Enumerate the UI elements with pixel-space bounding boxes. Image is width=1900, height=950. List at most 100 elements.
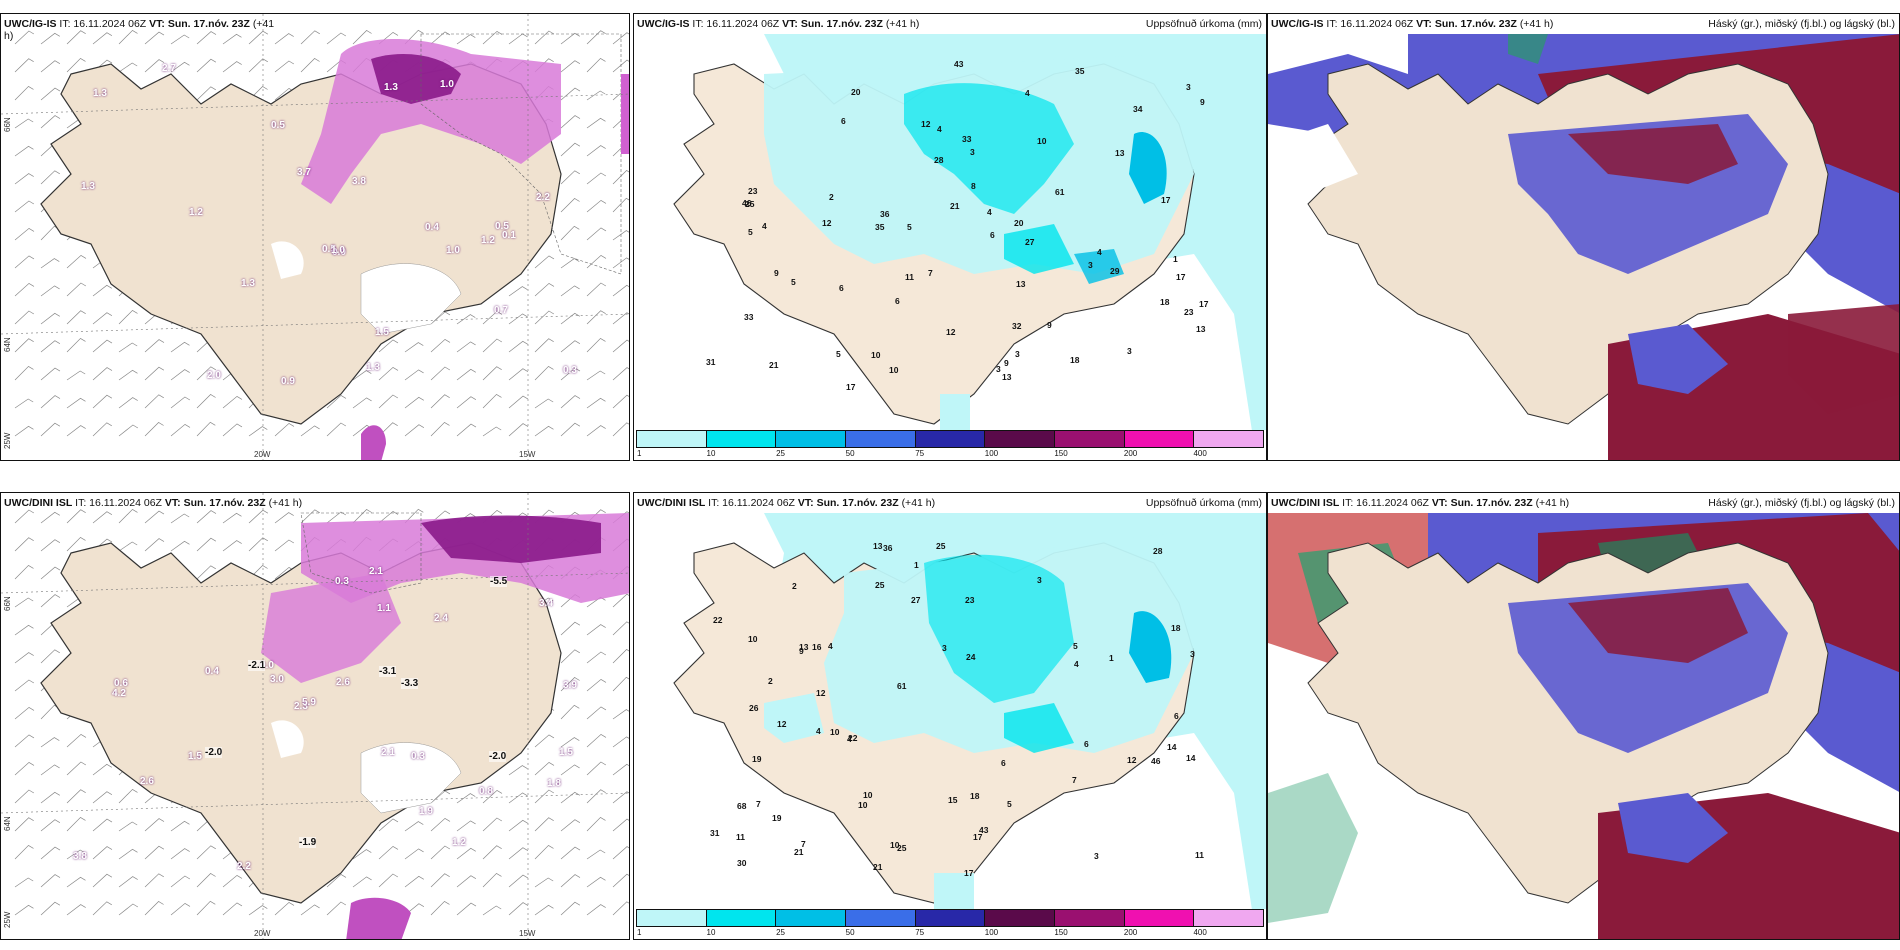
map-value-label: 2.2 [237,861,251,872]
map-value-label: -2.1 [248,660,266,671]
panel-header: UWC/DINI ISL IT: 16.11.2024 06Z VT: Sun.… [637,497,935,509]
map-value-label: 3.7 [297,167,311,178]
lead-time: (+41 h) [885,18,920,30]
map-value-label: 0.5 [271,120,285,131]
panel-header: UWC/IG-IS IT: 16.11.2024 06Z VT: Sun. 17… [1271,18,1553,30]
map-value-label: 10 [863,790,873,800]
colorbar-swatch [1124,910,1195,926]
map-value-label: 10 [748,634,758,644]
init-time: IT: 16.11.2024 06Z [692,18,780,30]
map-value-label: 0.7 [494,305,508,316]
map-value-label: 17 [1176,272,1186,282]
lon-label-15: 15W [519,450,536,459]
map-value-label: 22 [713,615,723,625]
map-value-label: 30 [737,858,747,868]
map-value-label: 19 [772,813,782,823]
map-value-label: 0.1 [502,230,516,241]
colorbar: 1 10 25 50 75 100 150 200 400 [634,430,1266,460]
init-time: IT: 16.11.2024 06Z [708,497,795,509]
map-value-label: 2 [829,192,834,202]
panel-precip-dini: UWC/DINI ISL IT: 16.11.2024 06Z VT: Sun.… [633,492,1267,940]
map-value-label: 23 [748,186,758,196]
colorbar-swatch [1194,910,1264,926]
map-value-label: 25 [897,843,907,853]
map-value-label: 31 [706,357,716,367]
map-value-label: -2.0 [205,747,223,758]
lead-time-cont: h) [4,30,14,42]
map-value-label: 1.2 [189,207,203,218]
map-value-label: 8 [971,181,976,191]
map-value-label: 18 [970,791,980,801]
map-value-label: 1.3 [93,88,107,99]
colorbar-swatch [706,910,777,926]
map-value-label: 46 [742,198,752,208]
colorbar: 1 10 25 50 75 100 150 200 400 [634,909,1266,939]
init-time: IT: 16.11.2024 06Z [1326,18,1414,30]
map-value-label: 2.1 [381,747,395,758]
map-value-label: 0.5 [495,221,509,232]
map-cloud-dini [1268,493,1899,939]
map-value-label: 14 [1167,742,1177,752]
colorbar-swatch [776,431,847,447]
panel-cloud-dini: UWC/DINI ISL IT: 16.11.2024 06Z VT: Sun.… [1267,492,1900,940]
map-value-label: 31 [710,828,720,838]
map-value-label: 1.8 [547,778,561,789]
map-value-label: 6 [1084,739,1089,749]
map-value-label: 5 [1073,641,1078,651]
map-value-label: 3 [970,147,975,157]
map-value-label: 1 [914,560,919,570]
map-value-label: 0.3 [335,576,349,587]
map-cloud-ig-is [1268,14,1899,460]
map-value-label: 4 [937,124,942,134]
valid-time-label: VT: [1431,497,1448,509]
map-value-label: 13 [1115,148,1125,158]
valid-time: Sun. 17.nóv. 23Z [1434,18,1517,30]
colorbar-swatch [637,910,707,926]
map-value-label: 2 [792,581,797,591]
map-value-label: 3.9 [563,680,577,691]
map-value-label: 5 [748,227,753,237]
map-value-label: 18 [1070,355,1080,365]
map-value-label: -3.1 [379,666,397,677]
colorbar-tick: 150 [1054,449,1068,458]
map-value-label: 7 [801,839,806,849]
colorbar-swatch [985,910,1056,926]
valid-time-label: VT: [149,18,165,30]
map-value-label: 0.4 [205,666,219,677]
map-value-label: 3 [1094,851,1099,861]
valid-time: Sun. 17.nóv. 23Z [1450,497,1533,509]
map-value-label: 43 [979,825,989,835]
map-value-label: 36 [883,543,893,553]
lon-label-25: 25W [3,911,12,928]
map-value-label: 6 [895,296,900,306]
map-value-label: 3 [1186,82,1191,92]
panel-title: Uppsöfnuð úrkoma (mm) [1145,497,1262,509]
map-value-label: 13 [1196,324,1206,334]
valid-time-label: VT: [164,497,181,509]
map-value-label: 10 [889,365,899,375]
valid-time: Sun. 17.nóv. 23Z [167,18,250,30]
map-value-label: 6 [1001,758,1006,768]
map-value-label: 11 [905,272,914,282]
map-value-label: 24 [966,652,976,662]
map-value-label: 1.9 [419,806,433,817]
panel-wind-ig-is: UWC/IG-IS IT: 16.11.2024 06Z VT: Sun. 17… [0,13,630,461]
valid-time: Sun. 17.nóv. 23Z [800,18,883,30]
colorbar-tick: 1 [637,928,642,937]
colorbar-tick: 25 [776,928,786,937]
model-name: UWC/IG-IS [637,18,690,30]
panel-precip-ig-is: UWC/IG-IS IT: 16.11.2024 06Z VT: Sun. 17… [633,13,1267,461]
map-value-label: 0.6 [114,678,128,689]
map-value-label: 27 [1025,237,1035,247]
map-value-label: 28 [934,155,944,165]
colorbar-swatch [1194,431,1264,447]
map-value-label: 1.3 [366,362,380,373]
model-name: UWC/IG-IS [4,18,57,30]
map-value-label: 1.3 [241,278,255,289]
colorbar-tick: 50 [845,928,855,937]
map-value-label: 12 [921,119,931,129]
panel-title: Háský (gr.), miðský (fj.bl.) og lágský (… [1708,497,1895,509]
map-value-label: 21 [873,862,883,872]
colorbar-tick: 400 [1193,928,1207,937]
map-value-label: 25 [875,580,885,590]
